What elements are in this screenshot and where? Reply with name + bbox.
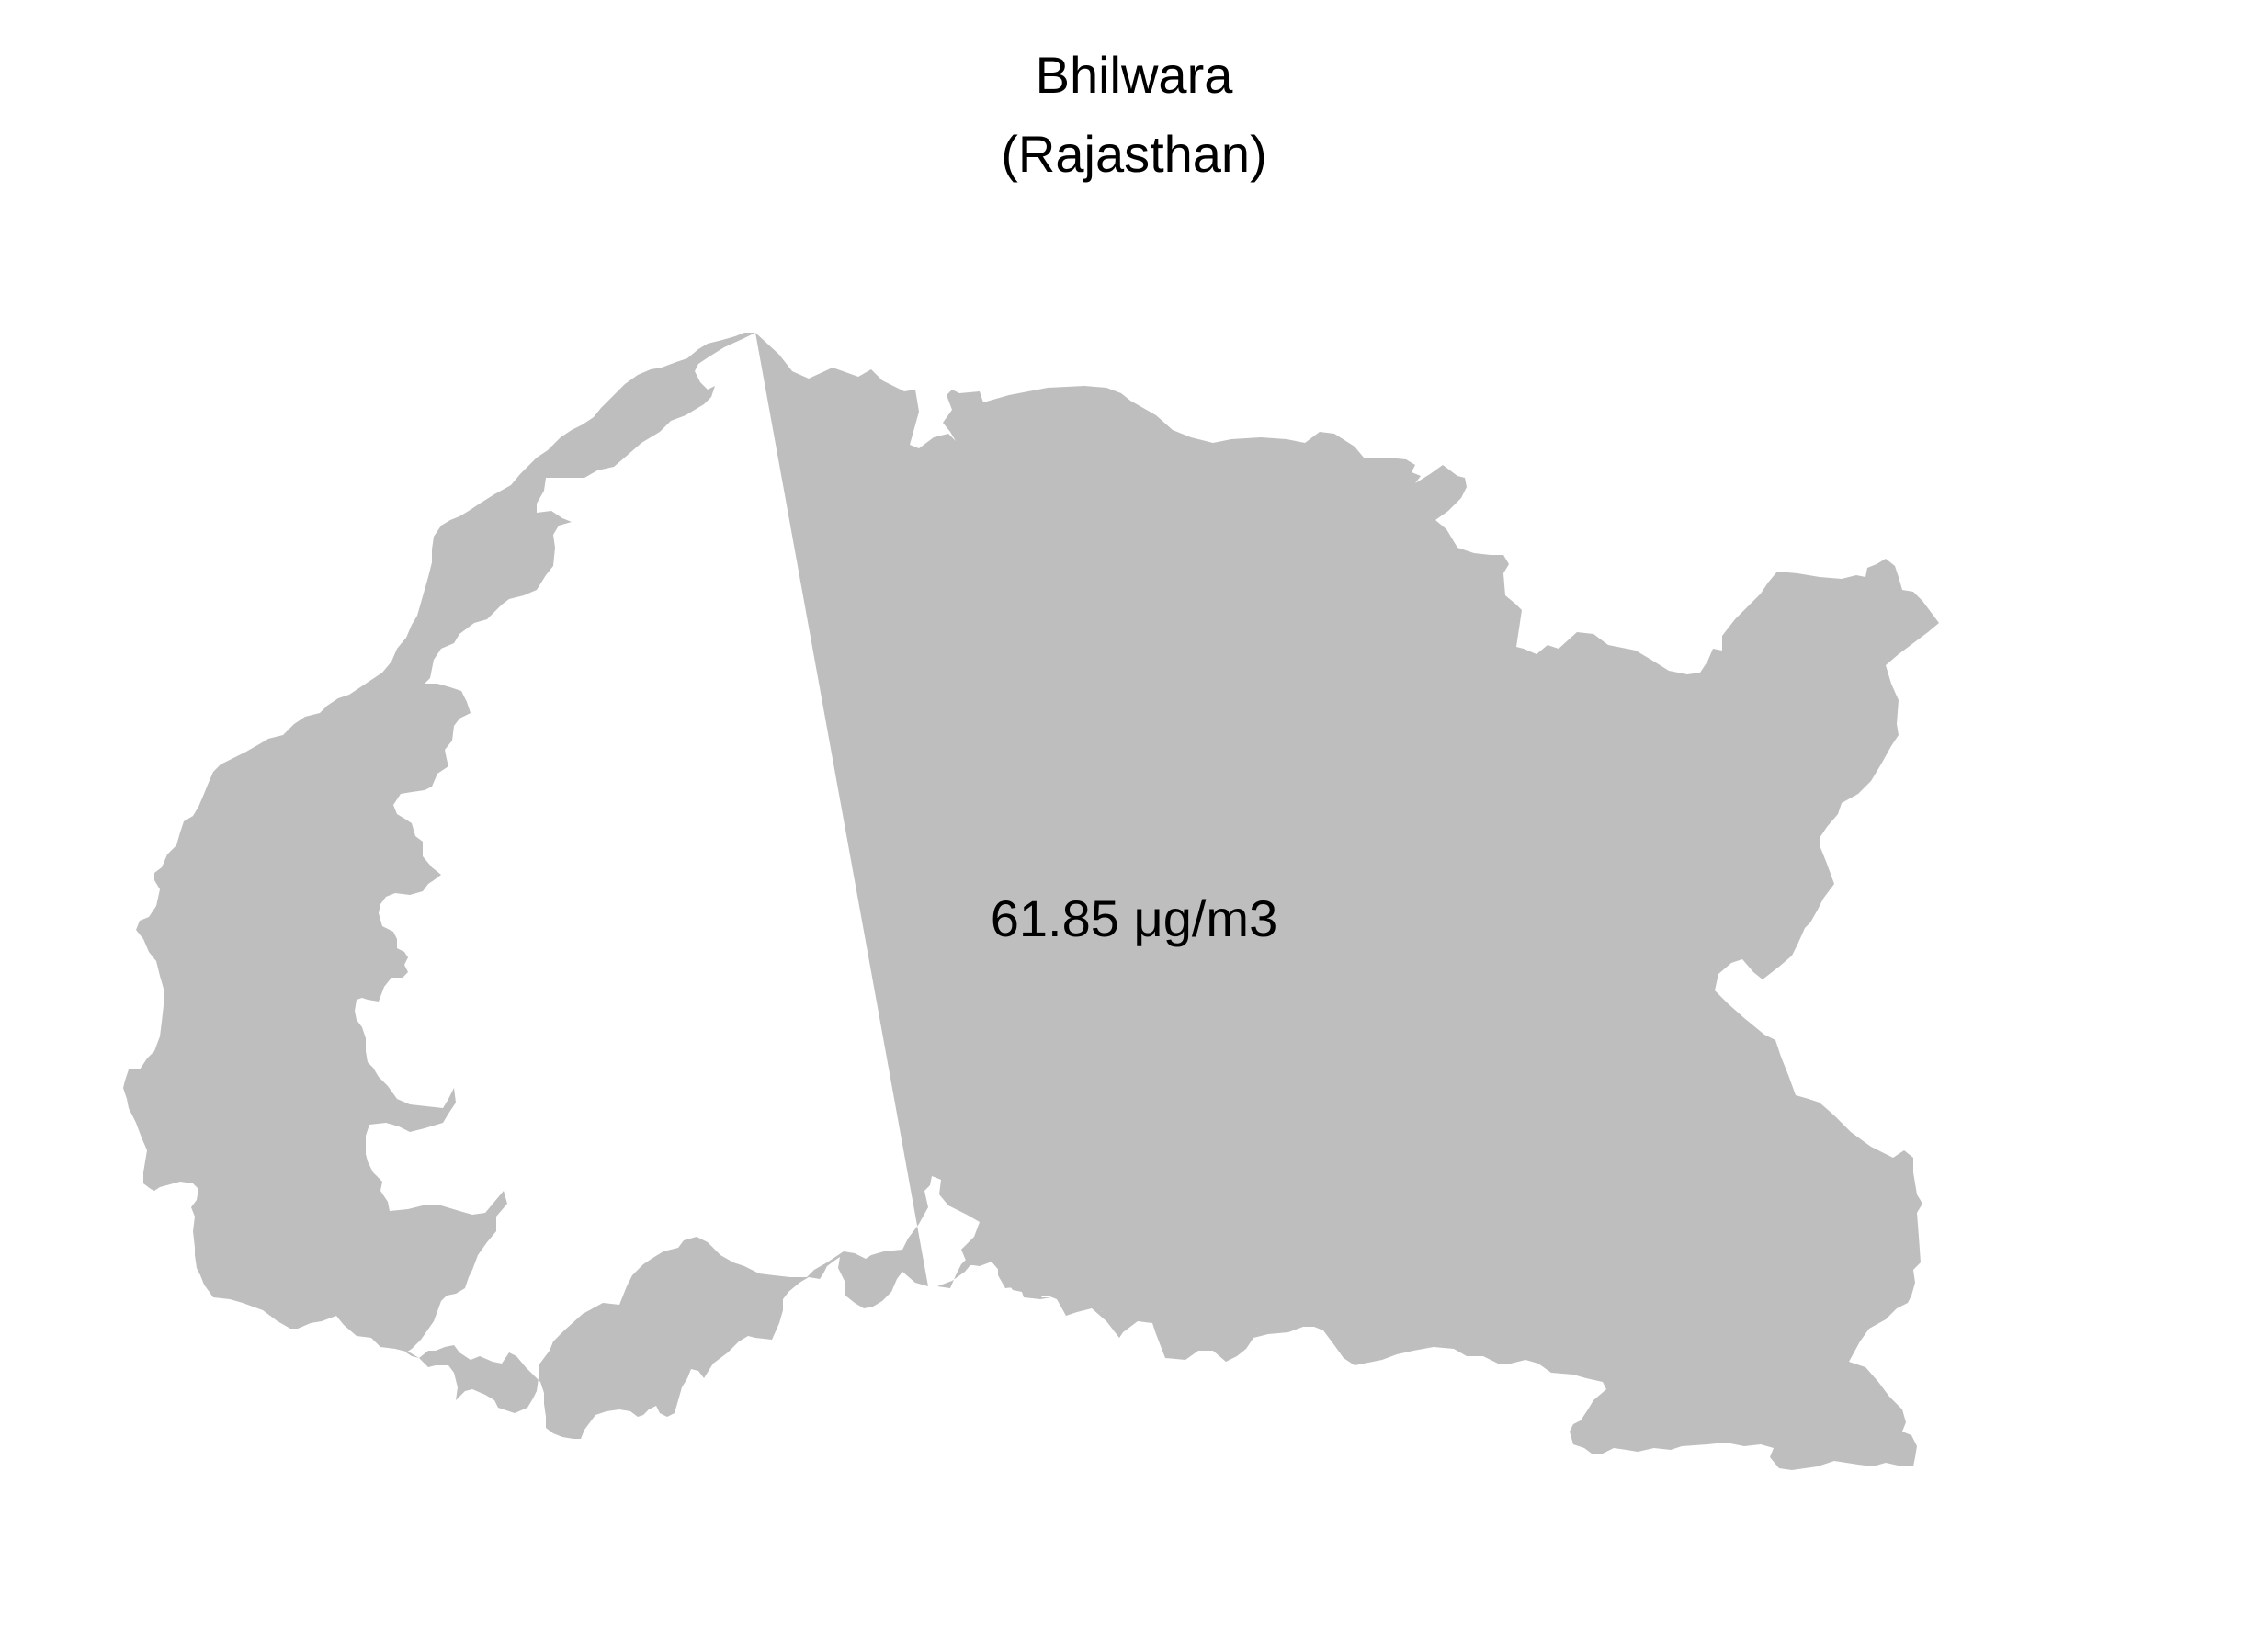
- pm-value-label: 61.85 μg/m3: [990, 889, 1278, 947]
- state-name: (Rajasthan): [1001, 125, 1267, 183]
- district-name: Bhilwara: [1035, 46, 1233, 104]
- district-boundary-shape: [123, 333, 1939, 1470]
